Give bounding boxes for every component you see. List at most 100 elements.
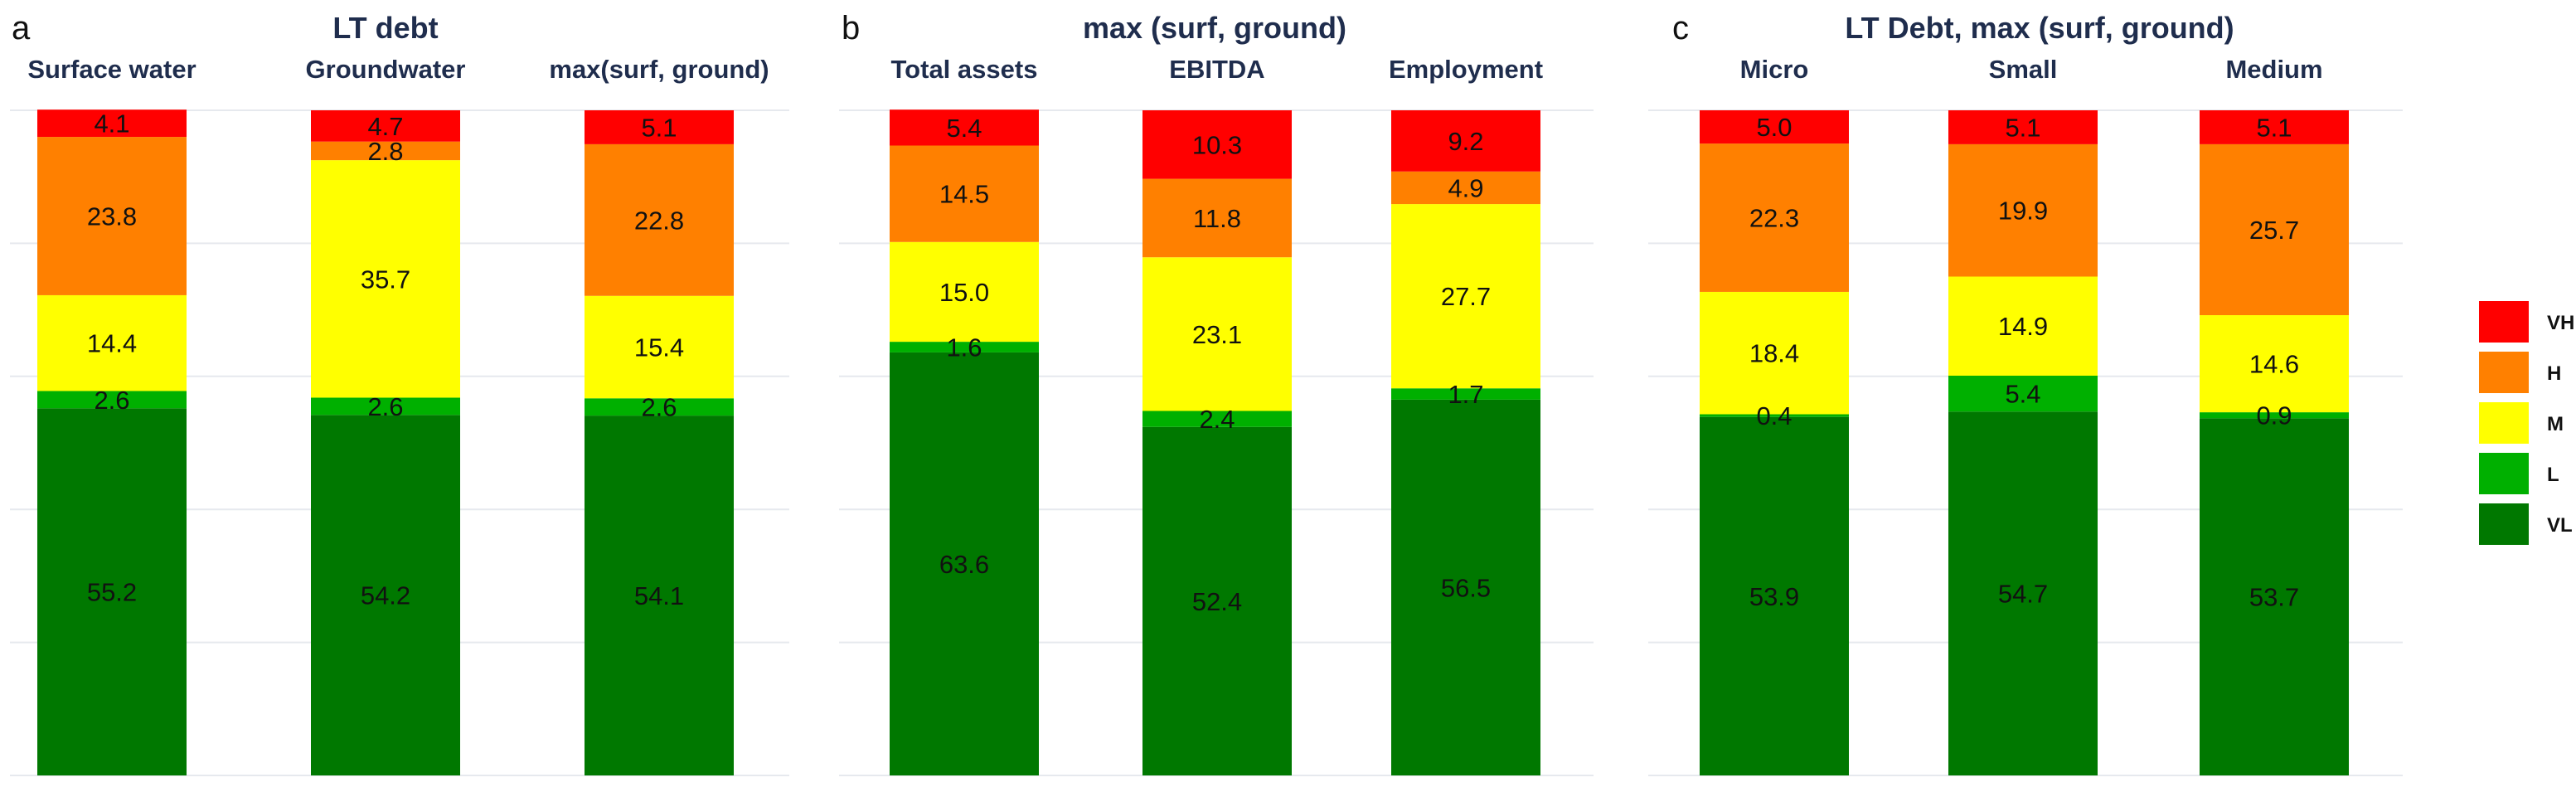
data-label-h: 11.8 <box>1193 204 1241 233</box>
data-label-l: 5.4 <box>2005 380 2040 409</box>
bar-segment-vh <box>311 110 460 142</box>
legend-label-m: M <box>2547 413 2564 435</box>
data-label-vh: 10.3 <box>1192 130 1242 159</box>
bar-segment-vl <box>2200 418 2349 775</box>
bar-category-label: EBITDA <box>1169 55 1264 84</box>
legend-swatch-l <box>2479 453 2529 494</box>
data-label-vh: 5.4 <box>946 114 982 143</box>
bar-segment-vl <box>890 352 1039 775</box>
bar-category-label: max(surf, ground) <box>549 55 769 84</box>
data-label-m: 14.4 <box>87 329 137 358</box>
bar-category-label: Groundwater <box>306 55 466 84</box>
bar-segment-vh <box>37 109 187 138</box>
bar-segment-h <box>1142 178 1292 258</box>
legend-swatch-h <box>2479 352 2529 393</box>
data-label-vl: 54.1 <box>634 581 684 610</box>
bar-category-label: Micro <box>1740 55 1809 84</box>
bar-segment-m <box>890 241 1039 343</box>
data-label-h: 14.5 <box>939 180 989 209</box>
bar-segment-m <box>2200 315 2349 413</box>
bar-segment-l <box>2200 412 2349 419</box>
panel-title: LT debt <box>332 11 438 45</box>
bar-segment-l <box>585 398 734 416</box>
bar-segment-m <box>1142 257 1292 411</box>
data-label-vl: 53.7 <box>2249 583 2299 612</box>
bar-segment-l <box>37 391 187 409</box>
data-label-h: 19.9 <box>1998 197 2048 226</box>
data-label-m: 35.7 <box>361 265 410 294</box>
bar-segment-m <box>1391 204 1540 389</box>
data-label-vh: 5.1 <box>641 113 677 142</box>
bar-segment-m <box>37 294 187 391</box>
data-label-vl: 53.9 <box>1749 582 1799 611</box>
data-label-l: 1.6 <box>946 333 982 362</box>
data-label-l: 1.7 <box>1448 380 1483 409</box>
data-label-vl: 54.7 <box>1998 580 2048 609</box>
bar-segment-l <box>1700 414 1849 417</box>
legend-swatch-vh <box>2479 301 2529 343</box>
bar-segment-vl <box>585 416 734 775</box>
legend-swatch-vl <box>2479 503 2529 545</box>
bar-segment-vl <box>1391 399 1540 775</box>
bar-category-label: Total assets <box>891 55 1038 84</box>
data-label-vh: 4.1 <box>94 109 129 139</box>
bar-segment-l <box>1391 388 1540 400</box>
bar-segment-vh <box>890 109 1039 146</box>
data-label-h: 22.3 <box>1749 204 1799 233</box>
data-label-l: 2.4 <box>1199 405 1235 434</box>
bar-segment-l <box>890 342 1039 352</box>
bar-segment-m <box>311 160 460 398</box>
bar-segment-h <box>890 145 1039 242</box>
bar-segment-h <box>37 137 187 295</box>
legend-label-vh: VH <box>2547 312 2574 334</box>
bar-segment-h <box>1700 143 1849 292</box>
data-label-l: 2.6 <box>641 393 677 422</box>
data-label-vl: 56.5 <box>1441 573 1491 602</box>
data-label-m: 14.9 <box>1998 312 2048 341</box>
panel-letter: c <box>1672 10 1689 46</box>
bar-segment-h <box>311 141 460 161</box>
data-label-h: 23.8 <box>87 202 137 231</box>
data-label-l: 0.4 <box>1756 401 1792 430</box>
data-label-l: 0.9 <box>2256 401 2292 430</box>
panel-letter: b <box>842 10 860 46</box>
bar-category-label: Employment <box>1389 55 1543 84</box>
bar-segment-m <box>1948 276 2098 376</box>
data-label-h: 22.8 <box>634 206 684 235</box>
data-label-l: 2.6 <box>94 386 129 415</box>
bar-segment-vh <box>585 110 734 144</box>
data-label-m: 18.4 <box>1749 339 1799 368</box>
data-label-h: 2.8 <box>367 137 403 166</box>
bar-segment-vh <box>2200 110 2349 144</box>
data-label-m: 14.6 <box>2249 350 2299 379</box>
data-label-vl: 54.2 <box>361 581 410 610</box>
data-label-vh: 5.0 <box>1756 113 1792 142</box>
bar-segment-vh <box>1948 110 2098 144</box>
data-label-vh: 5.1 <box>2005 113 2040 142</box>
bar-segment-vl <box>1142 426 1292 775</box>
bar-category-label: Medium <box>2225 55 2322 84</box>
data-label-vh: 5.1 <box>2256 113 2292 142</box>
bar-segment-vl <box>311 415 460 775</box>
bar-segment-h <box>1391 171 1540 205</box>
bar-segment-vl <box>1700 416 1849 775</box>
data-label-vl: 52.4 <box>1192 587 1242 616</box>
data-label-m: 15.0 <box>939 278 989 307</box>
bar-segment-vh <box>1700 110 1849 144</box>
panel-letter: a <box>12 10 31 46</box>
bar-segment-h <box>1948 143 2098 277</box>
bar-segment-vl <box>1948 411 2098 775</box>
bar-segment-vl <box>37 408 187 775</box>
bar-segment-l <box>311 397 460 416</box>
data-label-m: 23.1 <box>1192 320 1242 349</box>
data-label-l: 2.6 <box>367 392 403 421</box>
bar-segment-vh <box>1142 110 1292 179</box>
bar-segment-h <box>585 143 734 296</box>
data-label-vh: 4.7 <box>367 112 403 141</box>
data-label-h: 4.9 <box>1448 173 1483 202</box>
bar-segment-l <box>1948 375 2098 412</box>
data-label-m: 27.7 <box>1441 282 1491 311</box>
bar-category-label: Surface water <box>27 55 196 84</box>
legend-label-l: L <box>2547 464 2559 486</box>
